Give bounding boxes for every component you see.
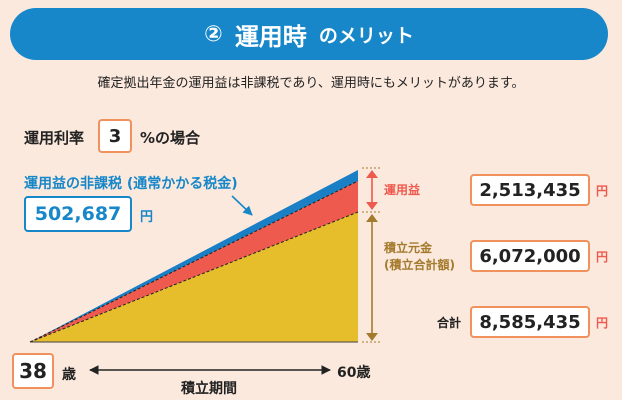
rate-value-box: 3 [98,119,132,153]
total-value-box: 8,585,435 [470,306,590,338]
header-title-sub: のメリット [318,24,414,47]
principal-label-line2: (積立合計額) [384,258,455,272]
rate-suffix: %の場合 [140,129,201,147]
rate-label: 運用利率 [24,129,85,147]
tax-free-label: 運用益の非課税 (通常かかる税金) [24,176,238,192]
header-banner: ② 運用時 のメリット [10,8,608,60]
header-title-main: 運用時 [234,22,307,51]
subtitle: 確定拠出年金の運用益は非課税であり、運用時にもメリットがあります。 [97,76,525,91]
principal-unit: 円 [596,250,609,264]
tax-free-value-box: 502,687 [24,196,132,232]
total-label: 合計 [437,316,462,330]
tax-saving-area [30,170,358,342]
boundary-line-lower [29,211,359,343]
gain-value-box: 2,513,435 [470,174,590,206]
boundary-line-upper [29,180,359,343]
tax-free-unit: 円 [140,210,154,225]
total-unit: 円 [596,316,609,330]
gain-label: 運用益 [384,183,421,197]
principal-value-box: 6,072,000 [470,240,590,272]
step-number: ② [204,21,223,47]
tax-pointer-arrow [231,195,253,216]
period-label: 積立期間 [181,381,237,397]
end-age-label: 60歳 [337,365,371,381]
principal-label: 積立元金 (積立合計額) [384,240,455,274]
start-age-suffix: 歳 [62,367,76,383]
gain-unit: 円 [596,184,609,198]
principal-label-line1: 積立元金 [384,241,433,255]
start-age-box: 38 [12,353,54,389]
